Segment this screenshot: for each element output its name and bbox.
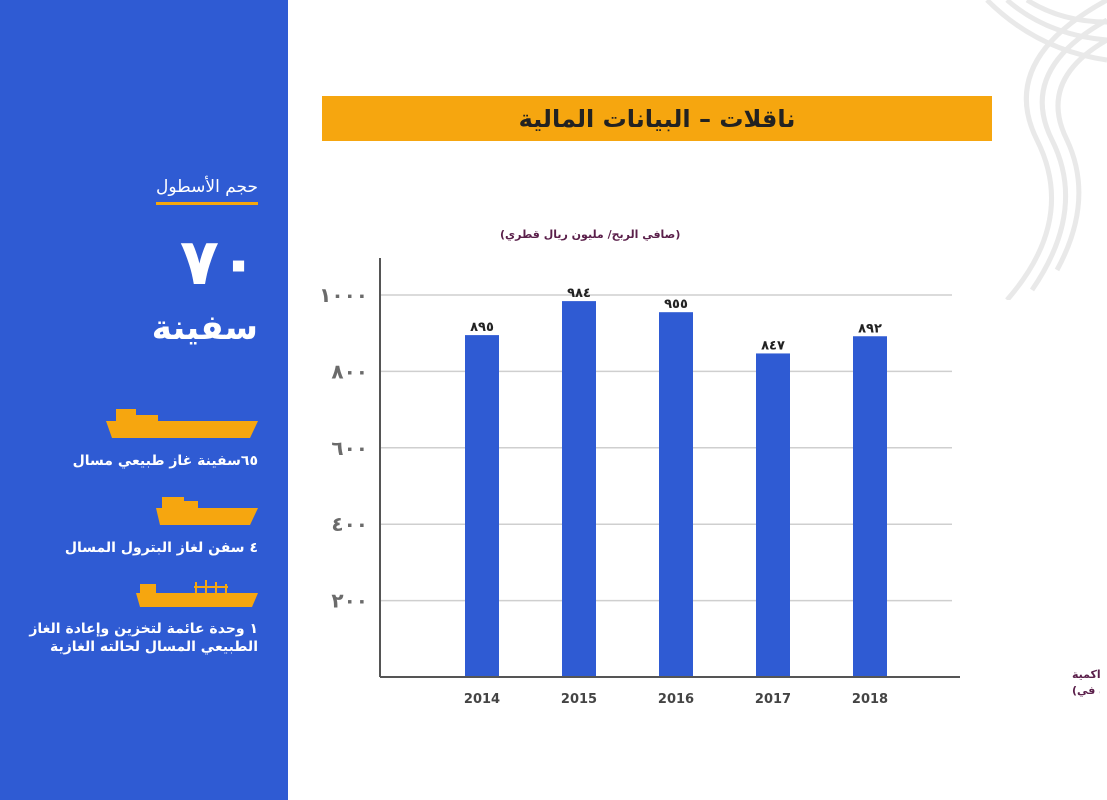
lpg-carrier-icon <box>156 497 258 525</box>
bar-2017 <box>756 353 790 677</box>
y-tick-label: ١٠٠٠ <box>319 283 368 307</box>
lng-carrier-icon <box>106 409 258 438</box>
bar-2015 <box>562 301 596 677</box>
fleet-size-heading: حجم الأسطول <box>156 177 258 205</box>
value-label: ٨٩٥ <box>470 320 494 335</box>
y-tick-label: ٦٠٠ <box>331 436 368 460</box>
value-label: ٨٤٧ <box>761 338 785 353</box>
title-banner: ناقلات – البيانات المالية <box>322 96 992 141</box>
y-tick-label: ٤٠٠ <box>331 512 368 536</box>
x-tick-label: 2014 <box>464 692 500 707</box>
sidebar: حجم الأسطول ٧٠ سفينة ٦٥سفينة غاز طبيعي م… <box>0 0 288 800</box>
decorative-pattern <box>985 0 1107 300</box>
x-tick-label: 2018 <box>852 692 888 707</box>
fleet-unit: سفينة <box>151 308 258 348</box>
ship-label-lpg: ٤ سفن لغاز البترول المسال <box>64 540 258 556</box>
ship-label-lng: ٦٥سفينة غاز طبيعي مسال <box>72 453 258 469</box>
fsru-vessel-icon <box>136 580 258 607</box>
bar-2018 <box>853 336 887 677</box>
fleet-count: ٧٠ <box>179 226 258 300</box>
bar-2016 <box>659 312 693 677</box>
x-tick-label: 2016 <box>658 692 694 707</box>
value-label: ٩٨٤ <box>567 286 591 301</box>
x-tick-label: 2015 <box>561 692 597 707</box>
x-tick-label: 2017 <box>755 692 791 707</box>
y-tick-label: ٨٠٠ <box>331 359 368 383</box>
x-axis-label-line1: (الأرباح التراكمية <box>1072 667 1100 681</box>
x-axis-label-line2: عن الفترة في) <box>1072 684 1100 697</box>
bar-2014 <box>465 335 499 677</box>
value-label: ٨٩٢ <box>858 321 882 336</box>
y-tick-label: ٢٠٠ <box>331 589 368 613</box>
value-label: ٩٥٥ <box>664 297 688 312</box>
ship-label-fsru: ١ وحدة عائمة لتخزين وإعادة الغاز الطبيعي… <box>29 621 258 655</box>
page-title: ناقلات – البيانات المالية <box>518 104 796 133</box>
y-axis-label: (صافي الربح/ مليون ريال قطري) <box>500 228 680 241</box>
profit-bar-chart: (صافي الربح/ مليون ريال قطري) ٨٩٥ 2014 ٩٨٤… <box>319 228 1100 707</box>
